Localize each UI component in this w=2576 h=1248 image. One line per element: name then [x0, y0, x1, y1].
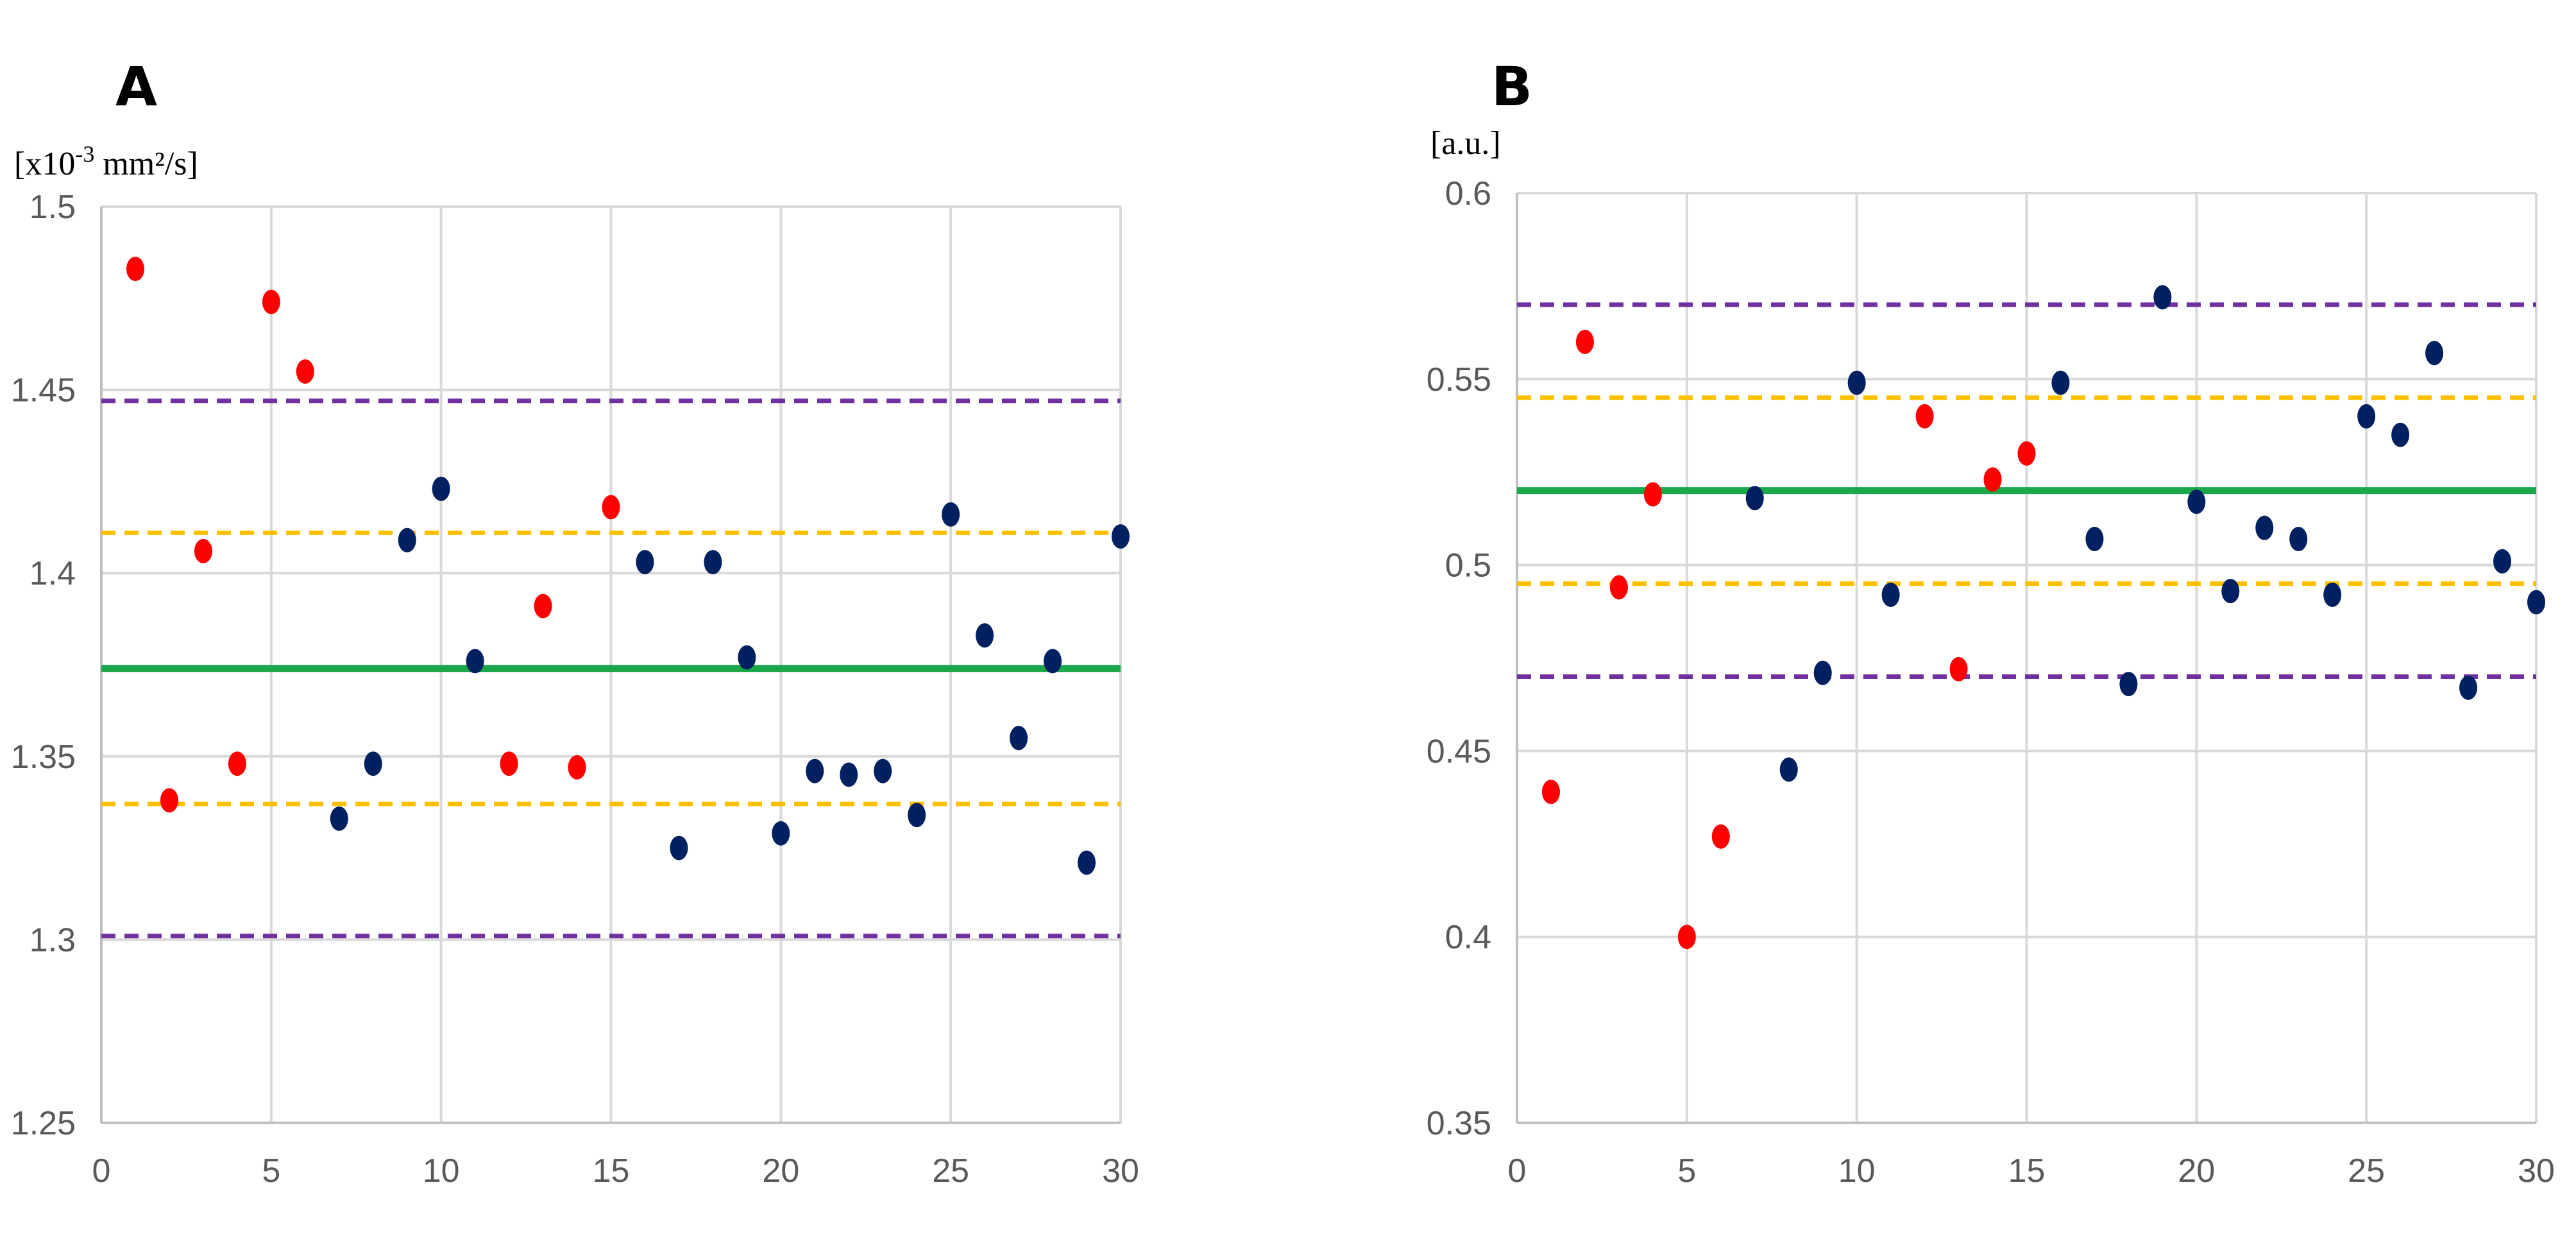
- panel-label: A: [115, 55, 157, 118]
- data-point-red: [1915, 404, 1934, 429]
- data-point-red: [1575, 329, 1594, 354]
- data-point-red: [534, 594, 552, 619]
- y-tick-label: 0.35: [1427, 1105, 1491, 1142]
- y-tick-label: 0.55: [1427, 361, 1491, 398]
- x-tick-label: 25: [2348, 1152, 2385, 1190]
- data-point-navy: [466, 649, 484, 674]
- y-tick-label: 0.5: [1445, 547, 1491, 585]
- data-point-navy: [2289, 527, 2308, 552]
- y-tick-label: 1.45: [11, 372, 76, 409]
- x-tick-label: 15: [593, 1152, 630, 1190]
- data-point-navy: [874, 758, 892, 783]
- data-point-red: [2017, 441, 2036, 466]
- y-tick-label: 1.25: [11, 1105, 76, 1142]
- data-point-navy: [2425, 341, 2444, 366]
- data-point-red: [568, 755, 586, 780]
- data-point-red: [1609, 575, 1628, 600]
- data-point-navy: [1847, 370, 1866, 395]
- data-point-navy: [1813, 660, 1832, 685]
- data-point-navy: [806, 758, 824, 783]
- chart-panel-b: B [a.u.] 0.35 0.4 0.45 0.5 0.55 0.6 0 5 10 15 20 25 30: [1427, 55, 2555, 1190]
- data-point-navy: [2153, 285, 2172, 310]
- data-point-navy: [1010, 726, 1028, 751]
- data-point-navy: [840, 762, 858, 787]
- x-tick-label: 15: [2008, 1152, 2046, 1190]
- data-point-navy: [2493, 549, 2512, 574]
- x-tick-label: 10: [1838, 1152, 1876, 1190]
- data-point-navy: [2085, 527, 2104, 552]
- y-tick-label: 1.5: [30, 189, 76, 226]
- data-point-red: [262, 289, 280, 314]
- panel-label: B: [1491, 55, 1532, 118]
- data-point-navy: [976, 623, 994, 648]
- data-point-navy: [2187, 490, 2206, 515]
- data-point-navy: [364, 751, 382, 776]
- data-point-navy: [398, 527, 416, 552]
- data-point-navy: [2051, 370, 2070, 395]
- x-tick-label: 10: [423, 1152, 460, 1190]
- y-tick-label: 1.4: [30, 555, 76, 592]
- y-tick-label: 1.35: [11, 739, 76, 776]
- data-point-navy: [908, 803, 926, 828]
- data-point-navy: [670, 835, 688, 860]
- data-point-red: [228, 751, 246, 776]
- x-tick-label: 5: [262, 1152, 280, 1190]
- data-point-navy: [2255, 515, 2274, 540]
- x-tick-label: 0: [1508, 1152, 1527, 1190]
- x-tick-label: 20: [762, 1152, 799, 1190]
- data-point-navy: [1745, 486, 1764, 511]
- data-point-navy: [2119, 672, 2138, 697]
- y-tick-label: 1.3: [30, 921, 76, 959]
- x-tick-label: 30: [1102, 1152, 1139, 1190]
- data-point-navy: [330, 806, 348, 831]
- data-point-navy: [2323, 582, 2342, 607]
- data-point-red: [126, 257, 144, 282]
- x-tick-label: 30: [2518, 1152, 2555, 1190]
- data-point-navy: [772, 821, 790, 846]
- data-point-navy: [2527, 590, 2545, 615]
- y-unit-label: [a.u.]: [1430, 125, 1501, 162]
- data-point-red: [602, 495, 620, 520]
- data-point-navy: [2459, 675, 2478, 700]
- data-point-navy: [636, 550, 654, 575]
- data-point-red: [1643, 482, 1662, 507]
- x-tick-label: 25: [932, 1152, 969, 1190]
- data-point-navy: [704, 550, 722, 575]
- y-tick-label: 0.6: [1445, 175, 1491, 212]
- data-point-navy: [1881, 582, 1900, 607]
- data-point-red: [1949, 656, 1968, 681]
- data-point-navy: [432, 476, 450, 501]
- data-point-red: [500, 751, 518, 776]
- data-point-navy: [942, 502, 960, 527]
- y-tick-label: 0.45: [1427, 733, 1491, 770]
- data-point-red: [1711, 824, 1730, 849]
- data-point-navy: [2357, 404, 2376, 429]
- chart-panel-a: A [x10-3 mm²/s] 1.25 1.3 1.35 1.4 1.45 1.5 0 5 10 1…: [11, 55, 1139, 1190]
- x-tick-label: 0: [92, 1152, 111, 1190]
- data-point-navy: [1078, 850, 1096, 875]
- x-tick-label: 5: [1677, 1152, 1696, 1190]
- data-point-navy: [1779, 757, 1798, 782]
- data-point-navy: [1112, 524, 1130, 549]
- data-point-red: [1983, 467, 2002, 492]
- data-point-navy: [738, 645, 756, 670]
- x-tick-label: 20: [2178, 1152, 2215, 1190]
- data-point-red: [1541, 780, 1560, 805]
- data-point-navy: [2221, 579, 2240, 604]
- data-point-red: [296, 359, 314, 384]
- y-unit-label: [x10-3 mm²/s]: [14, 141, 198, 182]
- y-tick-label: 0.4: [1445, 919, 1491, 956]
- data-point-red: [160, 788, 178, 813]
- data-point-navy: [1044, 649, 1062, 674]
- data-point-red: [194, 538, 212, 563]
- data-point-red: [1677, 925, 1696, 950]
- data-point-navy: [2391, 422, 2410, 447]
